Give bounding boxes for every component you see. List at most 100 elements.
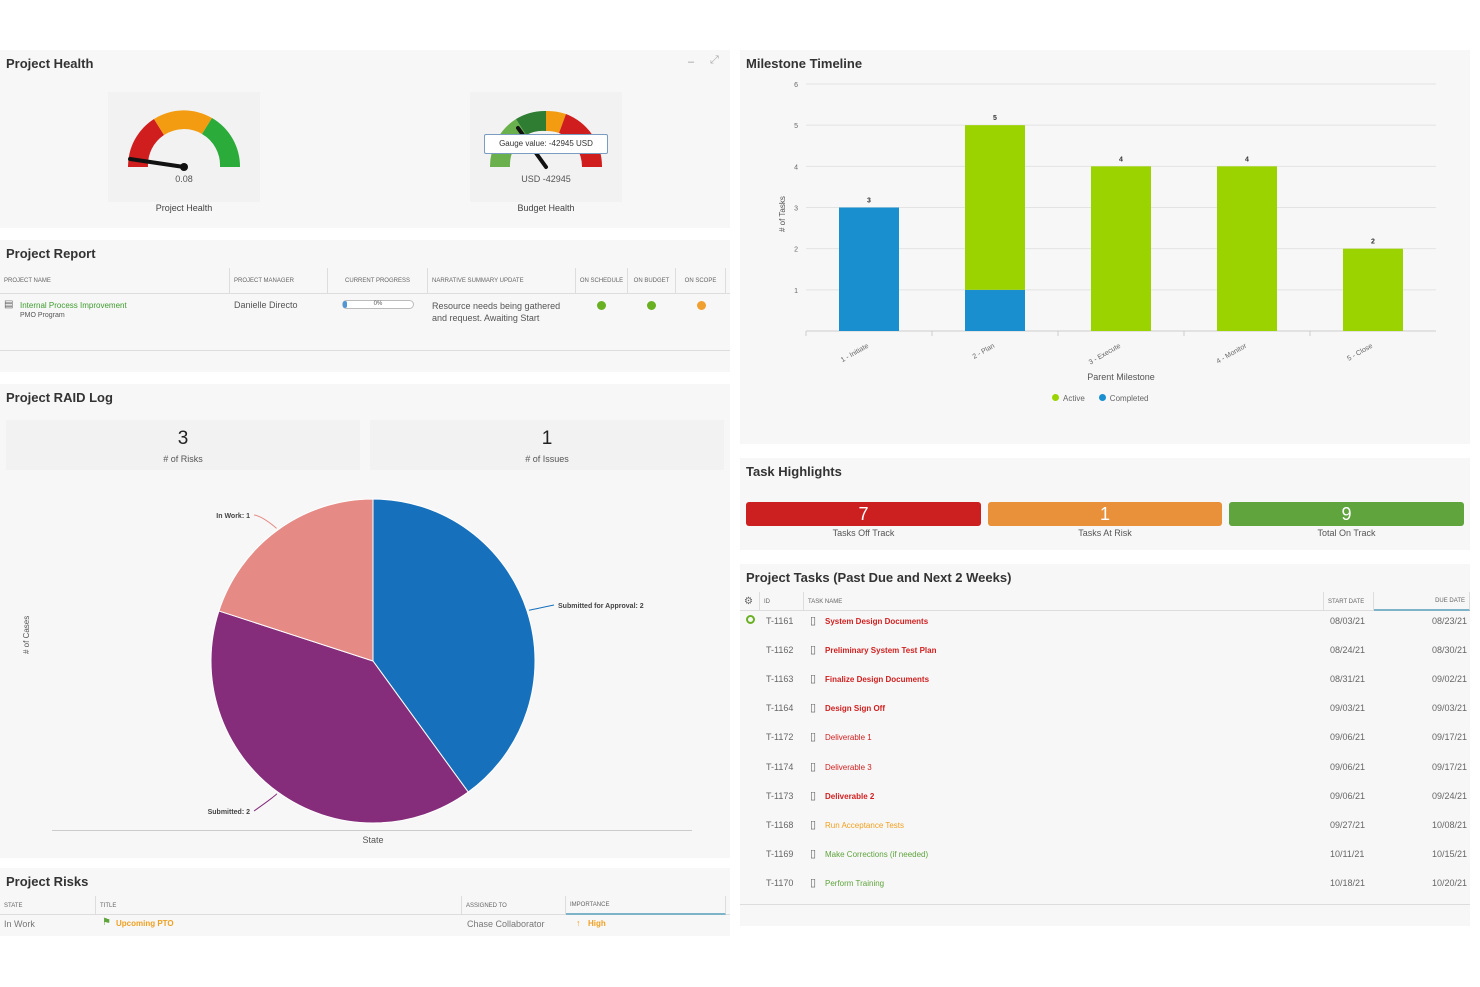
task-start-date: 09/27/21 [1330,819,1366,830]
legend-item-completed[interactable]: Completed [1098,394,1149,403]
tasks-off-track-tile[interactable]: 7 [746,502,981,526]
task-name-link[interactable]: Perform Training [825,878,885,888]
gauge-card-project-health: 0.08 [108,92,260,202]
risks-count-card[interactable]: 3 # of Risks [6,420,360,470]
risk-row[interactable]: In Work ⚑ Upcoming PTO Chase Collaborato… [0,916,730,934]
task-doc-icon: ▯ [810,818,817,831]
legend-dot-completed [1098,394,1106,401]
task-highlights-panel: Task Highlights 7 Tasks Off Track 1 Task… [740,458,1470,550]
col-importance[interactable]: Importance [566,896,726,915]
task-start-date: 08/24/21 [1330,645,1366,656]
tasks-table-body: T-1161 ▯ System Design Documents 08/03/21 08… [740,608,1470,908]
progress-bar: 0% [342,300,414,309]
col-due-date[interactable]: Due Date [1374,592,1470,611]
col-state[interactable]: State [0,896,96,915]
x-tick-label: 2 - Plan [972,343,996,361]
panel-title: Project RAID Log [6,390,113,405]
project-report-panel: Project Report Project Name Project Mana… [0,240,730,372]
project-name-link[interactable]: Internal Process Improvement [20,301,127,310]
minimize-icon[interactable]: – [688,56,695,68]
y-tick-label: 2 [794,247,798,254]
legend-item-active[interactable]: Active [1052,394,1085,403]
pie-slice-submitted [210,610,469,824]
x-tick-label: 3 - Execute [1088,343,1122,367]
raid-pie-chart: Submitted for Approval: 2 Submitted: 2 In … [208,498,644,824]
col-task-name[interactable]: Task Name [804,592,1324,611]
col-start-date[interactable]: Start Date [1324,592,1374,611]
task-row[interactable]: T-1169 ▯ Make Corrections (if needed) 10/11… [740,841,1470,870]
progress-text: 0% [373,301,383,307]
col-current-progress[interactable]: Current Progress [328,268,428,294]
task-name-link[interactable]: Run Acceptance Tests [825,820,905,830]
y-tick-label: 1 [794,288,798,295]
gauge-needle [128,157,186,169]
bar-total-label: 4 [1245,156,1249,163]
col-on-scope[interactable]: On Scope [676,268,726,294]
risk-title-link[interactable]: Upcoming PTO [116,919,174,928]
risk-importance: High [588,919,606,928]
task-row[interactable]: T-1163 ▯ Finalize Design Documents 08/31/21… [740,666,1470,695]
col-project-name[interactable]: Project Name [0,268,230,294]
total-on-track-label: Total On Track [1317,528,1376,538]
task-name-link[interactable]: Deliverable 2 [825,791,875,801]
task-id: T-1169 [766,848,794,859]
bar-active [1091,166,1151,331]
task-row[interactable]: T-1173 ▯ Deliverable 2 09/06/21 09/24/21 [740,783,1470,812]
bar-active [965,125,1025,290]
task-doc-icon: ▯ [810,847,817,860]
task-due-date: 09/02/21 [1432,674,1468,685]
issues-count: 1 [541,428,553,449]
settings-icon[interactable]: ⚙ [740,592,760,611]
project-health-panel: Project Health – ⤢ 0.08 Project Health G… [0,50,730,228]
task-row[interactable]: T-1172 ▯ Deliverable 1 09/06/21 09/17/21 [740,724,1470,753]
task-name-link[interactable]: System Design Documents [825,617,929,626]
task-row[interactable]: T-1162 ▯ Preliminary System Test Plan 08/24… [740,637,1470,666]
bar-total-label: 2 [1371,239,1375,246]
col-on-schedule[interactable]: On Schedule [576,268,628,294]
task-name-link[interactable]: Deliverable 3 [825,762,872,772]
bar-active [1217,166,1277,331]
col-title[interactable]: Title [96,896,462,915]
pie-data-label: Submitted for Approval: 2 [558,603,644,610]
task-row[interactable]: T-1161 ▯ System Design Documents 08/03/21 08… [740,608,1470,637]
expand-icon[interactable]: ⤢ [710,54,719,66]
task-id: T-1161 [766,616,794,626]
on-scope-status-dot [697,301,706,310]
legend-label: Completed [1109,394,1149,403]
task-doc-icon: ▯ [810,644,817,657]
task-id: T-1162 [766,645,794,656]
task-due-date: 10/20/21 [1432,877,1468,888]
task-row[interactable]: T-1164 ▯ Design Sign Off 09/03/21 09/03/21 [740,695,1470,724]
pie-x-axis-label: State [362,835,384,845]
divider [740,904,1470,905]
total-on-track-tile[interactable]: 9 [1229,502,1464,526]
task-doc-icon: ▯ [810,615,817,627]
task-due-date: 09/24/21 [1432,790,1468,801]
gauge-value: 0.08 [175,174,193,184]
x-tick-label: 1 - Initiate [840,343,870,364]
col-on-budget[interactable]: On Budget [628,268,676,294]
col-assigned-to[interactable]: Assigned To [462,896,566,915]
task-row[interactable]: T-1168 ▯ Run Acceptance Tests 09/27/21 10/08… [740,812,1470,841]
report-row[interactable]: ▤ Internal Process Improvement PMO Progr… [0,296,730,336]
col-id[interactable]: ID [760,592,804,611]
task-name-link[interactable]: Make Corrections (if needed) [825,849,929,859]
gauge-pivot [180,163,188,171]
x-tick-label: 5 - Close [1346,343,1374,363]
task-id: T-1174 [766,761,794,772]
task-name-link[interactable]: Preliminary System Test Plan [825,646,937,656]
task-due-date: 08/30/21 [1432,645,1468,656]
task-name-link[interactable]: Deliverable 1 [825,733,872,743]
col-project-manager[interactable]: Project Manager [230,268,328,294]
task-name-link[interactable]: Finalize Design Documents [825,675,930,685]
task-name-link[interactable]: Design Sign Off [825,704,885,714]
issues-count-card[interactable]: 1 # of Issues [370,420,724,470]
tasks-at-risk-label: Tasks At Risk [1078,528,1132,538]
task-row[interactable]: T-1170 ▯ Perform Training 10/18/21 10/20/21 [740,870,1470,899]
tasks-at-risk-tile[interactable]: 1 [988,502,1222,526]
col-narrative[interactable]: Narrative Summary Update [428,268,576,294]
task-row[interactable]: T-1174 ▯ Deliverable 3 09/06/21 09/17/21 [740,754,1470,783]
risks-count-label: # of Risks [163,454,203,464]
task-id: T-1172 [766,732,794,743]
bar-active [1343,248,1403,331]
